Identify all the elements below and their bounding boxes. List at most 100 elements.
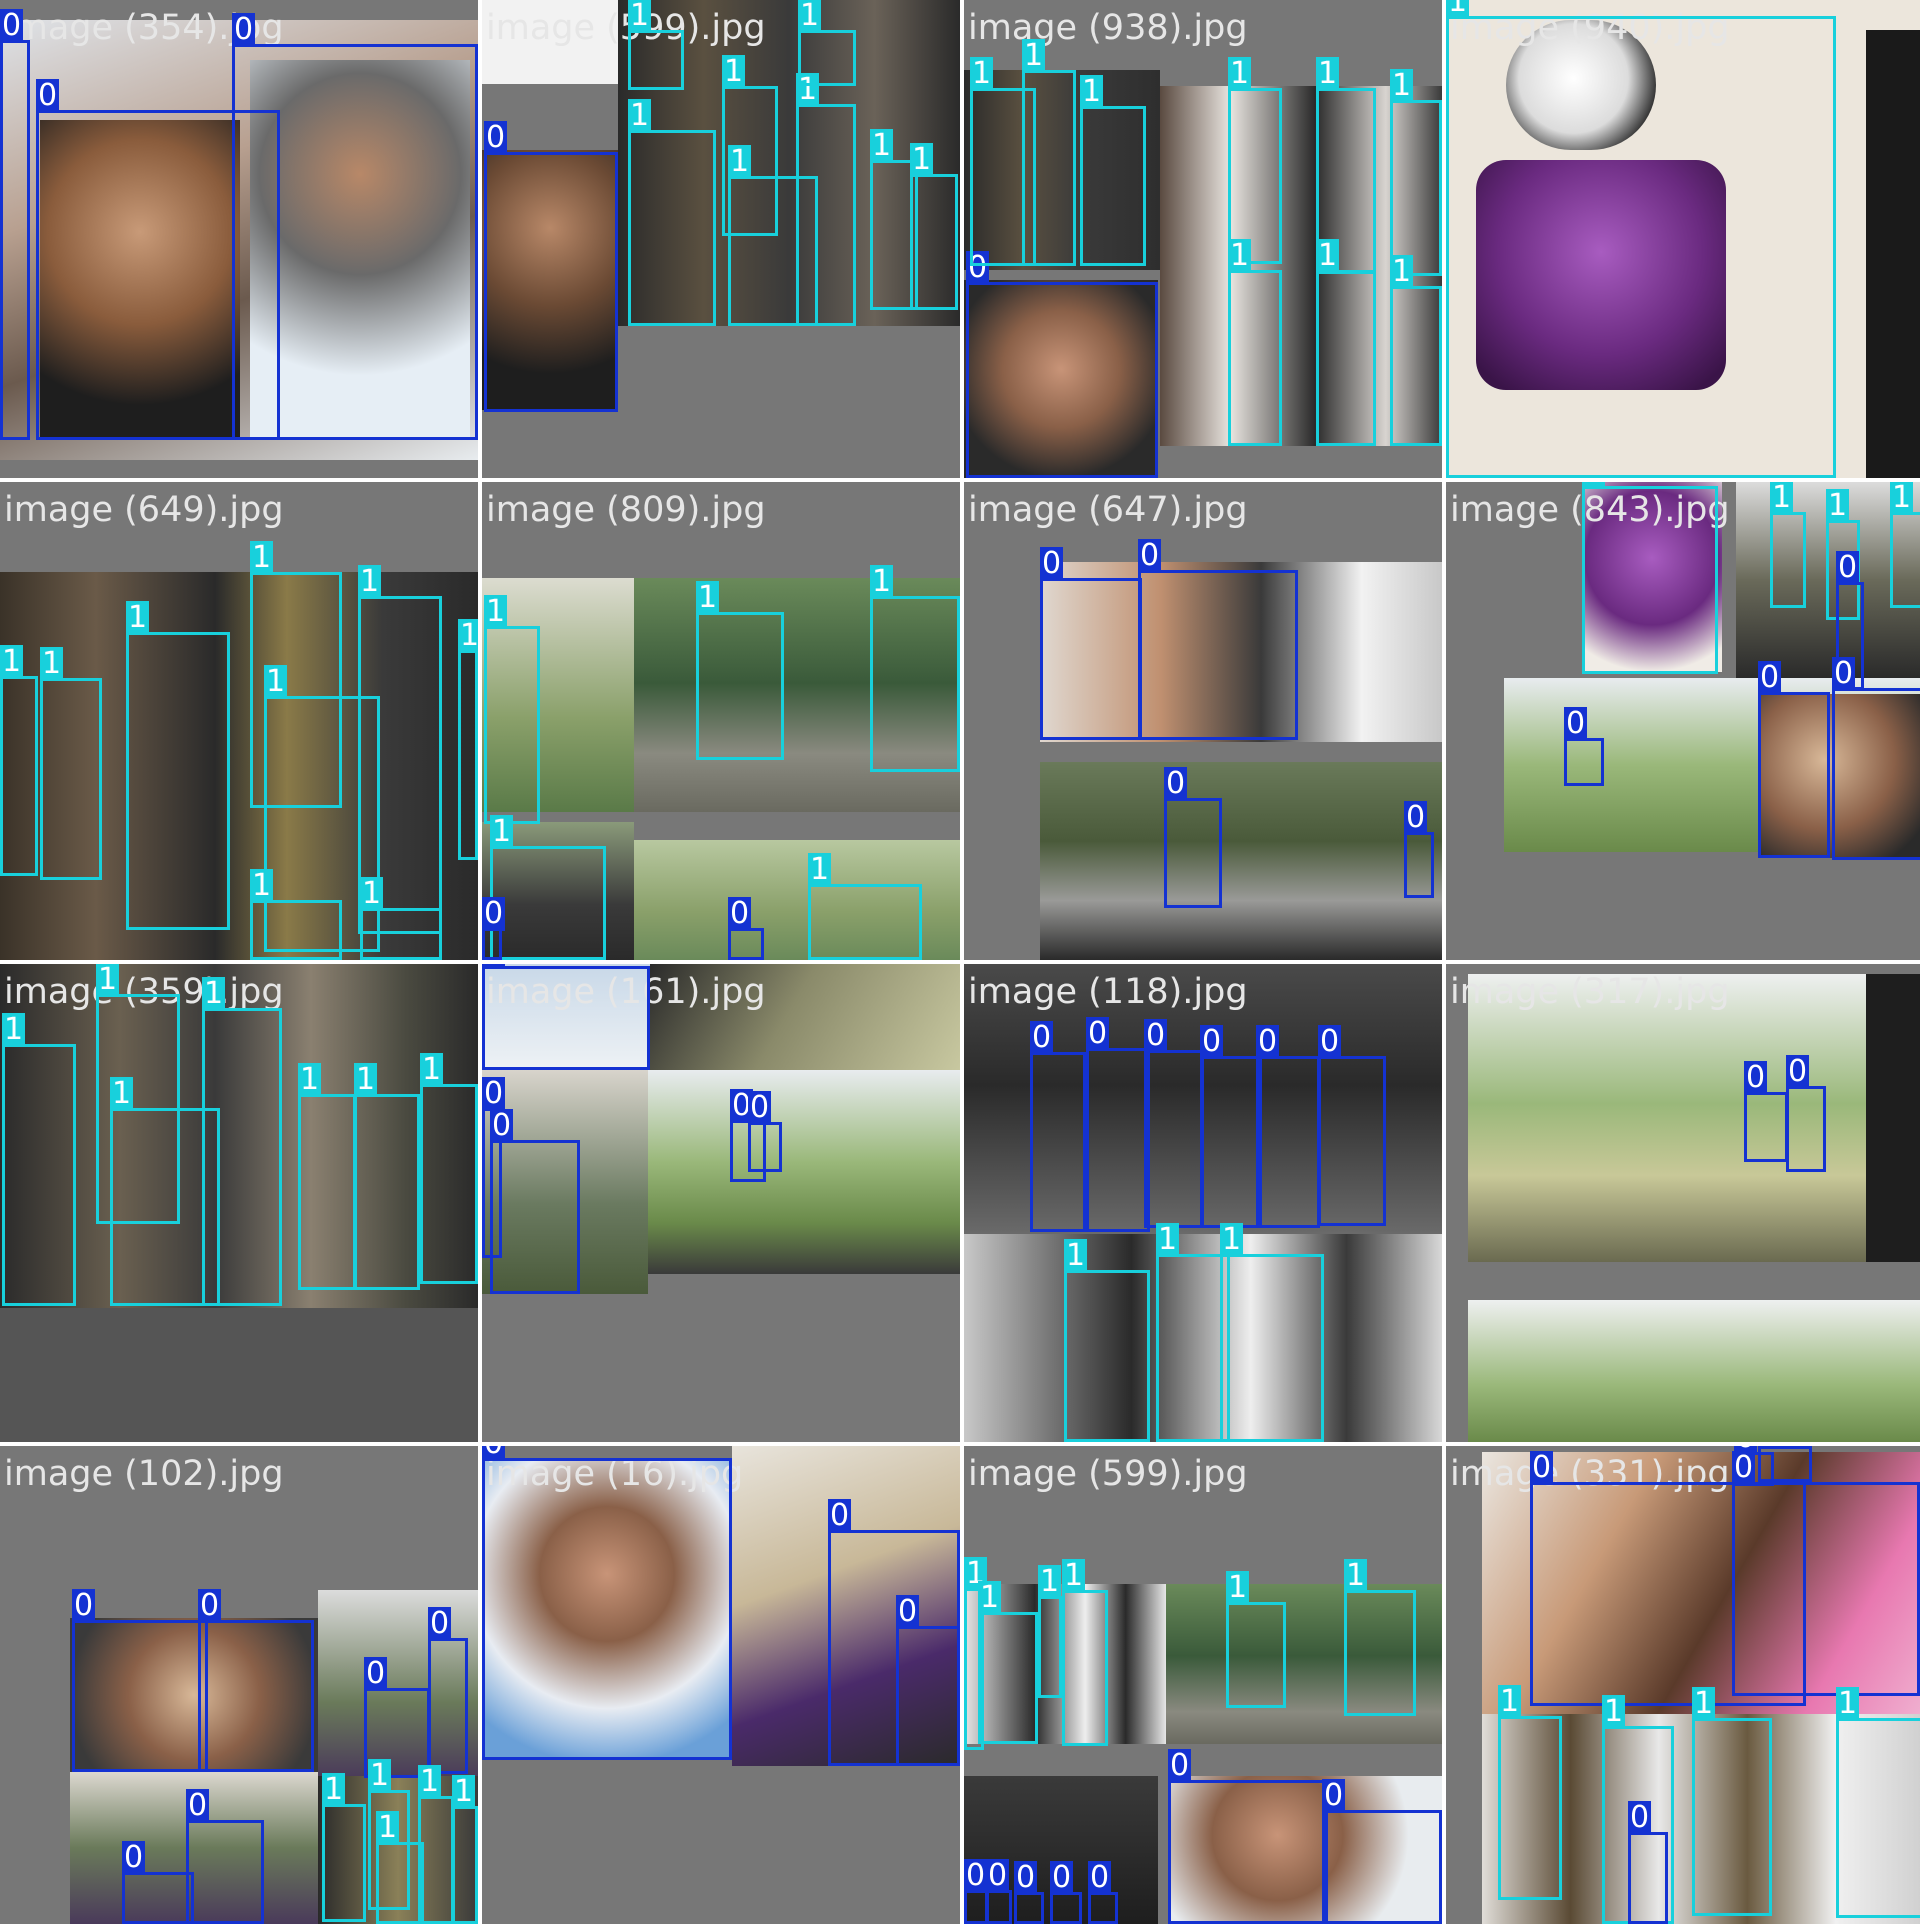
detection-box: 0	[1040, 547, 1142, 740]
detection-box: 0	[1088, 1861, 1118, 1924]
photo	[964, 280, 1158, 478]
class-tag: 0	[1164, 766, 1188, 801]
class-tag: 0	[482, 896, 506, 931]
photo	[1482, 1714, 1920, 1924]
class-tag: 1	[1038, 1564, 1062, 1599]
class-tag: 0	[1530, 1450, 1554, 1485]
class-tag: 1	[2, 1012, 26, 1047]
detection-box: 1	[358, 565, 442, 934]
class-tag: 1	[1228, 238, 1252, 273]
class-tag: 0	[828, 1498, 852, 1533]
photo	[0, 572, 478, 960]
photo	[250, 60, 470, 440]
image-filename: image (102).jpg	[4, 1454, 284, 1494]
class-tag: 1	[40, 646, 64, 681]
class-tag: 0	[730, 1088, 754, 1123]
class-tag: 0	[728, 896, 752, 931]
class-tag: 0	[1404, 800, 1428, 835]
class-tag: 0	[1758, 660, 1782, 695]
class-tag: 1	[1316, 238, 1340, 273]
detection-box: 0	[0, 9, 30, 440]
photo	[964, 1234, 1442, 1442]
class-tag: 0	[122, 1840, 146, 1875]
class-tag: 1	[1390, 254, 1414, 289]
detection-box: 1	[250, 541, 342, 808]
detection-box: 0	[198, 1589, 314, 1772]
class-tag: 0	[484, 120, 508, 155]
class-tag: 1	[1390, 68, 1414, 103]
photo	[618, 0, 960, 326]
detection-box: 0	[1322, 1779, 1442, 1924]
detection-box: 0	[1786, 1055, 1826, 1172]
detection-box: 1	[1038, 1565, 1062, 1698]
detection-box: 1	[322, 1773, 366, 1922]
tile: image (317).jpg 0 0	[1446, 964, 1920, 1442]
detection-box: 1	[1062, 1559, 1108, 1746]
photo	[634, 840, 960, 960]
detection-box: 0	[36, 79, 280, 440]
class-tag: 0	[1138, 538, 1162, 573]
detection-box: 1	[264, 665, 380, 952]
class-tag: 1	[1344, 1558, 1368, 1593]
photo	[1468, 974, 1920, 1262]
class-tag: 1	[1220, 1222, 1244, 1257]
detection-box: 1	[1080, 75, 1146, 266]
class-tag: 0	[1200, 1024, 1224, 1059]
detection-box: 0	[428, 1607, 468, 1774]
class-tag: 1	[1582, 482, 1606, 489]
class-tag: 1	[420, 1052, 444, 1087]
class-tag: 0	[1628, 1800, 1652, 1835]
class-tag: 1	[484, 594, 508, 629]
class-tag: 0	[1318, 1024, 1342, 1059]
detection-box: 1	[870, 565, 960, 772]
photo	[648, 1070, 960, 1274]
detection-box: 0	[1564, 707, 1604, 786]
class-tag: 1	[126, 600, 150, 635]
class-tag: 1	[1446, 0, 1470, 19]
detection-box: 0	[1050, 1861, 1082, 1924]
class-tag: 1	[250, 540, 274, 575]
detection-box: 0	[72, 1589, 208, 1772]
tile: image (102).jpg 0 0 0 0 0 0 1 1 1 1 1	[0, 1446, 478, 1924]
detection-box: 1	[452, 1775, 478, 1924]
class-tag: 1	[1156, 1222, 1180, 1257]
photo	[1040, 762, 1442, 960]
tile: image (16).jpg 0 0 0	[482, 1446, 960, 1924]
detection-box: 0	[482, 964, 650, 1070]
detection-box: 0	[1014, 1861, 1044, 1924]
detection-box: 1	[1022, 39, 1076, 266]
class-tag: 1	[264, 664, 288, 699]
detection-box: 1	[490, 815, 606, 960]
detection-box: 0	[966, 251, 1158, 478]
class-tag: 1	[250, 868, 274, 903]
detection-box: 1	[1220, 1223, 1324, 1442]
detection-box: 1	[970, 57, 1036, 266]
detection-box: 1	[628, 99, 716, 326]
photo	[964, 1776, 1158, 1924]
detection-box: 1	[1228, 239, 1282, 446]
detection-box: 0	[482, 897, 506, 960]
class-tag: 1	[354, 1062, 378, 1097]
photo	[1040, 562, 1442, 742]
class-tag: 0	[1732, 1450, 1756, 1485]
detection-box: 1	[1228, 57, 1282, 264]
tile: image (809).jpg 1 1 1 1 1 0 0	[482, 482, 960, 960]
detection-box: 0	[1256, 1025, 1320, 1228]
class-tag: 1	[1062, 1558, 1086, 1593]
detection-box: 0	[1086, 1017, 1150, 1232]
class-tag: 1	[110, 1076, 134, 1111]
photo	[482, 1070, 648, 1294]
class-tag: 0	[198, 1588, 222, 1623]
image-filename: image (649).jpg	[4, 490, 284, 530]
class-tag: 1	[1064, 1238, 1088, 1273]
class-tag: 1	[1022, 38, 1046, 73]
detection-box: 0	[186, 1789, 264, 1924]
detection-box: 0	[1030, 1021, 1086, 1232]
detection-box: 1	[354, 1063, 420, 1290]
class-tag: 1	[358, 564, 382, 599]
photo	[1168, 1776, 1442, 1924]
class-tag: 1	[696, 580, 720, 615]
detection-box: 0	[1832, 657, 1920, 860]
detection-box: 0	[964, 1859, 988, 1924]
tile: image (938).jpg 0 1 1 1 1 1 1 1 1 1	[964, 0, 1442, 478]
